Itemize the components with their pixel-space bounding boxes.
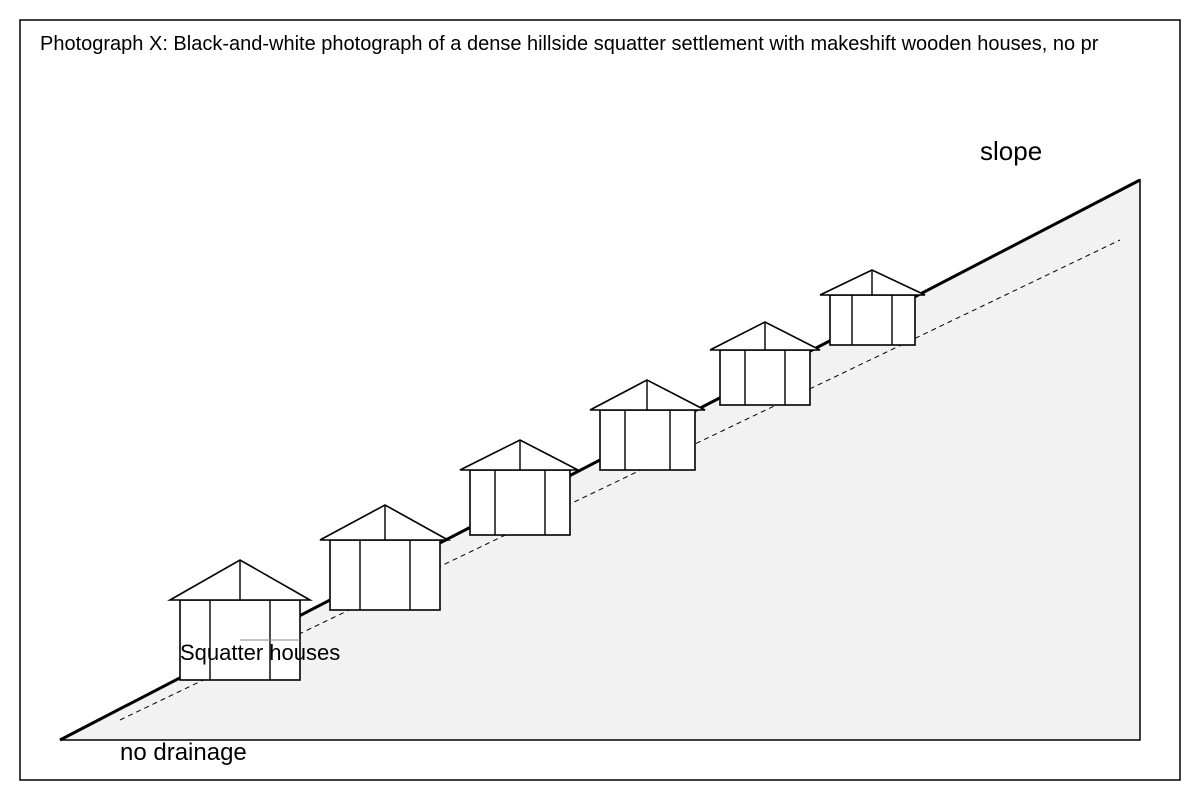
house-body: [329, 539, 441, 611]
house-body: [469, 469, 571, 536]
house: [709, 321, 821, 406]
house-roof: [459, 439, 579, 471]
house-body: [599, 409, 696, 471]
houses: [166, 269, 926, 681]
title: Photograph X: Black-and-white photograph…: [40, 33, 1099, 55]
house: [589, 379, 706, 471]
house: [319, 504, 452, 611]
house: [819, 269, 926, 346]
house-body: [719, 349, 811, 406]
house-roof: [319, 504, 452, 541]
house-body: [829, 294, 916, 346]
slope-label: slope: [980, 136, 1042, 166]
house: [459, 439, 579, 536]
drainage-label: no drainage: [120, 739, 247, 766]
houses-label: Squatter houses: [180, 640, 340, 665]
